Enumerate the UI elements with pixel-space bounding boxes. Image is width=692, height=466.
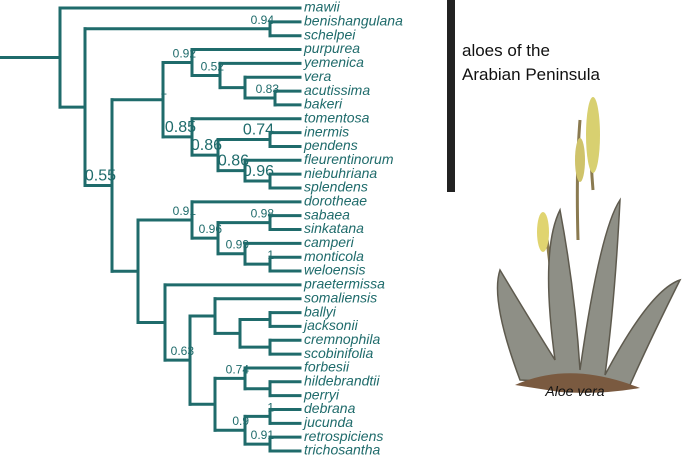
taxon-label: splendens: [304, 179, 368, 195]
taxon-label: ballyi: [304, 303, 337, 319]
taxon-label: forbesii: [304, 359, 350, 375]
taxon-label: fleurentinorum: [304, 151, 394, 167]
taxon-label: scobinifolia: [304, 345, 373, 361]
taxon-label: mawii: [304, 0, 341, 15]
taxon-label: somaliensis: [304, 289, 377, 305]
taxon-label: dorotheae: [304, 193, 367, 209]
support-value: 0.94: [251, 13, 275, 27]
support-value: 1: [267, 400, 274, 414]
support-value: 1: [267, 248, 274, 262]
caption: Aloe vera: [544, 383, 604, 399]
taxon-label: monticola: [304, 248, 364, 264]
support-value: 0.85: [165, 119, 196, 136]
taxon-label: pendens: [303, 137, 358, 153]
taxon-label: camperi: [304, 234, 355, 250]
taxon-label: yemenica: [303, 54, 364, 70]
clade-bar: [447, 0, 455, 192]
support-value: 0.83: [256, 82, 280, 96]
support-value: 0.96: [243, 163, 274, 180]
taxon-label: trichosantha: [304, 442, 380, 458]
taxon-label: bakeri: [304, 96, 343, 112]
support-value: 0.63: [171, 344, 195, 358]
taxon-label: sabaea: [304, 206, 350, 222]
taxon-label: cremnophila: [304, 331, 380, 347]
legend-line: Arabian Peninsula: [462, 65, 601, 84]
taxon-label: inermis: [304, 123, 349, 139]
support-value: 0.74: [226, 362, 250, 376]
support-value: 0.96: [199, 222, 223, 236]
taxon-label: retrospiciens: [304, 428, 383, 444]
taxon-label: niebuhriana: [304, 165, 377, 181]
plant-illustration: [496, 97, 682, 393]
taxon-label: vera: [304, 68, 331, 84]
taxon-label: praetermissa: [303, 276, 385, 292]
taxon-label: hildebrandtii: [304, 372, 380, 388]
taxon-label: sinkatana: [304, 220, 364, 236]
taxon-label: perryi: [303, 386, 340, 402]
taxon-label: acutissima: [304, 82, 370, 98]
taxon-label: jucunda: [302, 414, 353, 430]
support-value: 0.86: [218, 153, 249, 170]
support-value: 0.52: [201, 59, 225, 73]
support-value: 0.99: [226, 238, 250, 252]
support-value: 0.74: [243, 122, 274, 139]
support-value: 0.91: [251, 428, 275, 442]
taxon-label: purpurea: [303, 40, 360, 56]
taxon-label: tomentosa: [304, 109, 370, 125]
taxon-label: benishangulana: [304, 13, 403, 29]
support-value: 0.91: [173, 204, 197, 218]
taxon-label: jacksonii: [302, 317, 359, 333]
support-value: 0.92: [173, 47, 197, 61]
support-value: 0.98: [251, 207, 275, 221]
legend-line: aloes of the: [462, 41, 550, 60]
taxon-label: weloensis: [304, 262, 365, 278]
taxon-label: debrana: [304, 400, 356, 416]
taxon-label: schelpei: [304, 26, 356, 42]
support-value: 0.55: [85, 167, 116, 184]
phylogeny: 0.940.5510.920.520.830.850.860.740.860.9…: [0, 0, 403, 458]
support-value: 0.86: [191, 137, 222, 154]
